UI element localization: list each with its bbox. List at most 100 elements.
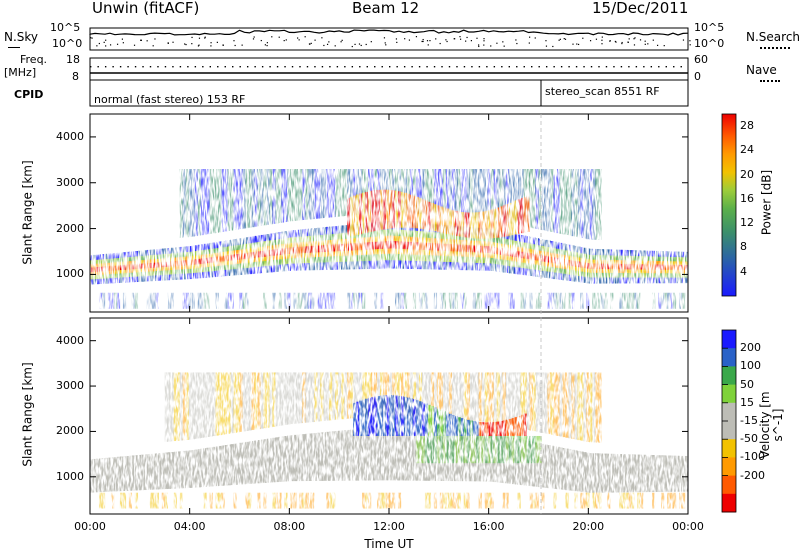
power-cell (538, 169, 542, 230)
power-cell (281, 248, 285, 255)
nsearch-dot (354, 43, 356, 46)
x-tick-label: 16:00 (472, 520, 505, 533)
nsearch-dot (340, 41, 342, 43)
nsearch-dot (116, 43, 119, 45)
velocity-cell (523, 435, 527, 464)
power-cell (550, 169, 554, 232)
velocity-cell (152, 492, 156, 509)
velocity-cell (209, 447, 213, 487)
velocity-cell (320, 432, 324, 481)
power-cell (565, 259, 569, 266)
velocity-colorbar-segment (722, 493, 736, 513)
power-cell (296, 246, 300, 254)
power-cell (415, 196, 420, 229)
velocity-cell (676, 455, 680, 492)
nave-dot (523, 66, 525, 68)
velocity-colorbar-tick-label: 100 (740, 359, 761, 373)
velocity-cell (365, 428, 369, 481)
velocity-cell (362, 428, 366, 481)
velocity-cell (532, 372, 536, 432)
power-cell (152, 292, 156, 309)
power-cell (643, 264, 647, 270)
velocity-colorbar-segment (722, 330, 736, 349)
power-cell (221, 255, 225, 262)
power-cell (511, 169, 515, 225)
velocity-cell (155, 453, 159, 490)
velocity-cell (634, 454, 638, 493)
velocity-cell (442, 435, 447, 464)
velocity-cell (643, 454, 647, 493)
velocity-cell (577, 450, 581, 492)
power-cell (670, 292, 674, 309)
power-cell (553, 257, 557, 264)
power-cell (595, 169, 599, 240)
power-cell (92, 267, 97, 272)
velocity-cell (469, 420, 473, 436)
nave-dot (224, 66, 226, 68)
velocity-cell (203, 372, 207, 438)
power-colorbar-tick-label: 4 (740, 264, 747, 278)
power-cell (427, 201, 432, 231)
velocity-cell (218, 445, 222, 486)
power-cell (436, 205, 441, 232)
velocity-cell (484, 422, 488, 436)
velocity-cell (362, 372, 366, 418)
power-cell (314, 169, 318, 219)
power-cell (478, 292, 482, 309)
power-cell (487, 246, 491, 253)
velocity-cell (499, 421, 503, 436)
velocity-cell (463, 492, 467, 509)
power-cell (466, 212, 470, 238)
velocity-cell (394, 426, 399, 481)
power-cell (188, 292, 192, 309)
velocity-colorbar-segment (722, 475, 736, 495)
nsearch-dot (191, 36, 193, 39)
power-cell (442, 169, 447, 216)
velocity-cell (505, 492, 509, 509)
power-cell (326, 244, 330, 252)
power-cell (514, 200, 518, 235)
velocity-cell (302, 492, 306, 509)
nave-dot (127, 66, 129, 68)
nave-dot (516, 66, 518, 68)
y-tick-label: 3000 (56, 175, 84, 189)
velocity-cell (403, 427, 408, 481)
velocity-cell (377, 492, 381, 509)
velocity-cell (595, 492, 599, 509)
nave-dot (545, 66, 548, 68)
velocity-cell (161, 452, 165, 490)
power-cell (412, 169, 417, 214)
velocity-cell (466, 372, 470, 421)
velocity-y-axis-title: Slant Range [km] (20, 362, 35, 467)
velocity-cell (532, 442, 536, 487)
power-cell (266, 169, 270, 225)
velocity-cell (164, 492, 168, 509)
power-cell (143, 263, 148, 269)
nsearch-dot (563, 38, 565, 40)
power-cell (320, 169, 324, 219)
velocity-cell (526, 440, 530, 486)
power-cell (125, 264, 130, 270)
nave-dot (336, 66, 339, 68)
power-cell (299, 169, 303, 221)
nsearch-dot (321, 37, 323, 39)
power-cell (583, 169, 587, 239)
velocity-cell (586, 452, 590, 493)
power-cell (365, 191, 369, 233)
nsearch-dot (98, 42, 100, 45)
power-cell (610, 263, 614, 270)
nsearch-dot (234, 44, 236, 47)
power-cell (631, 264, 635, 270)
power-cell (182, 292, 186, 309)
power-colorbar-tick-label: 24 (740, 143, 754, 157)
velocity-cell (415, 372, 420, 417)
velocity-cell (299, 492, 303, 509)
velocity-cell (559, 372, 563, 437)
power-cell (305, 246, 309, 253)
power-cell (397, 241, 402, 249)
velocity-cell (565, 492, 569, 509)
nsearch-dot (515, 39, 517, 41)
velocity-cell (179, 492, 183, 509)
power-cell (412, 292, 417, 309)
power-cell (658, 264, 662, 270)
